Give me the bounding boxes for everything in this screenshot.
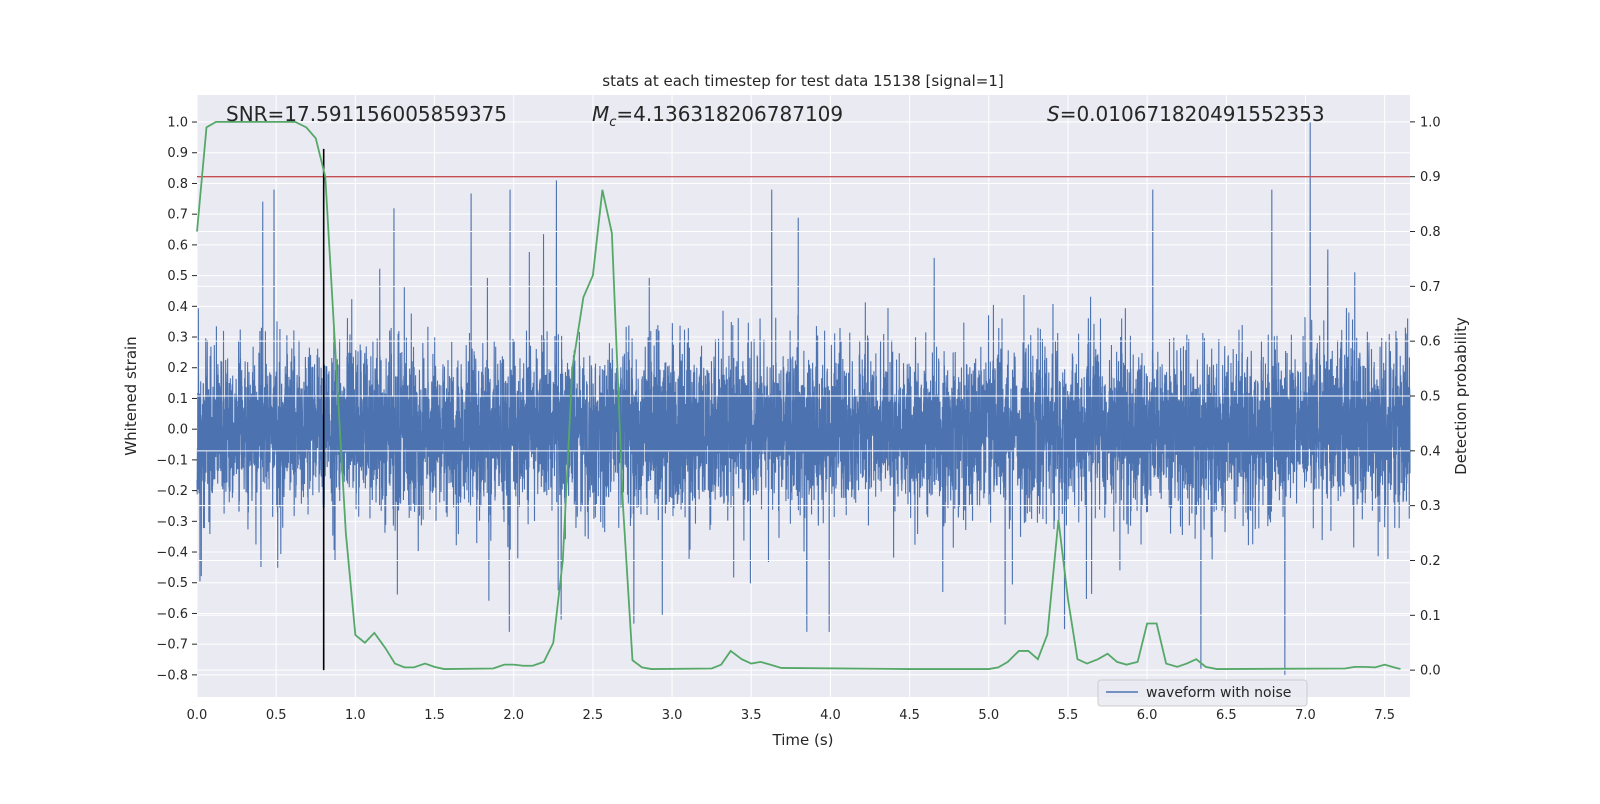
- y-left-tick-label: 0.9: [167, 146, 188, 161]
- waveform-series: [196, 122, 1411, 675]
- x-axis-label: Time (s): [772, 731, 834, 749]
- legend: waveform with noise: [1097, 679, 1308, 707]
- y-left-tick-label: −0.8: [156, 668, 188, 683]
- y-left-tick-label: −0.6: [156, 607, 188, 622]
- y-right-axis-label: Detection probability: [1452, 317, 1470, 475]
- mc-symbol: M: [592, 102, 609, 126]
- y-right-ticks: 1.0 0.9 0.8 0.7 0.6 0.5 0.4 0.3 0.2 0.1 0.0: [1410, 115, 1441, 679]
- x-ticks: 0.0 0.5 1.0 1.5 2.0 2.5 3.0 3.5 4.0 4.5 5.0 5.5 6.0 6…: [187, 708, 1395, 723]
- y-right-tick-label: 0.4: [1420, 444, 1441, 459]
- y-left-tick-label: 0.6: [167, 238, 188, 253]
- x-tick-label: 6.0: [1137, 708, 1158, 723]
- y-left-tick-label: 0.5: [167, 269, 188, 284]
- y-right-tick-label: 0.8: [1420, 225, 1441, 240]
- y-left-tick-label: 0.7: [167, 208, 188, 223]
- y-right-tick-label: 0.2: [1420, 554, 1441, 569]
- x-tick-label: 2.5: [583, 708, 604, 723]
- x-tick-label: 6.5: [1216, 708, 1237, 723]
- legend-box: [1097, 679, 1308, 707]
- x-tick-label: 0.5: [266, 708, 287, 723]
- y-left-ticks: 1.0 0.9 0.8 0.7 0.6 0.5 0.4 0.3 0.2 0.1 0.0 −0.1 −0.…: [156, 116, 197, 683]
- y-left-tick-label: −0.4: [156, 546, 188, 561]
- probability-line: [196, 120, 1401, 670]
- x-tick-label: 1.0: [345, 708, 366, 723]
- y-right-tick-label: 0.1: [1420, 609, 1441, 624]
- x-tick-label: 4.5: [899, 708, 920, 723]
- y-left-tick-label: 0.1: [167, 392, 188, 407]
- chart-title: stats at each timestep for test data 151…: [602, 72, 1003, 90]
- y-right-tick-label: 0.9: [1420, 170, 1441, 185]
- y-left-tick-label: −0.5: [156, 576, 188, 591]
- y-left-axis-label: Whitened strain: [122, 336, 140, 455]
- x-tick-label: 3.0: [662, 708, 683, 723]
- probability-series: [196, 120, 1401, 670]
- y-right-tick-label: 0.3: [1420, 499, 1441, 514]
- x-tick-label: 0.0: [187, 708, 208, 723]
- y-left-tick-label: 0.2: [167, 361, 188, 376]
- y-left-tick-label: 0.8: [167, 177, 188, 192]
- y-left-tick-label: −0.2: [156, 484, 188, 499]
- y-left-tick-label: −0.7: [156, 638, 188, 653]
- mc-subscript: c: [609, 115, 616, 130]
- y-left-tick-label: 0.4: [167, 300, 188, 315]
- y-left-tick-label: 0.3: [167, 331, 188, 346]
- x-tick-label: 1.5: [424, 708, 445, 723]
- y-right-tick-label: 0.0: [1420, 664, 1441, 679]
- x-tick-label: 3.5: [741, 708, 762, 723]
- x-tick-label: 5.5: [1058, 708, 1079, 723]
- s-value: =0.010671820491552353: [1060, 102, 1325, 126]
- x-tick-label: 7.5: [1374, 708, 1395, 723]
- y-right-tick-label: 0.5: [1420, 390, 1441, 405]
- waveform-line: [196, 122, 1411, 675]
- x-tick-label: 4.0: [820, 708, 841, 723]
- x-tick-label: 5.0: [978, 708, 999, 723]
- legend-label-waveform: waveform with noise: [1146, 685, 1291, 701]
- y-left-tick-label: −0.3: [156, 515, 188, 530]
- y-right-tick-label: 1.0: [1420, 115, 1441, 130]
- y-left-tick-label: 0.0: [167, 423, 188, 438]
- mc-value: =4.136318206787109: [616, 102, 843, 126]
- y-right-tick-label: 0.6: [1420, 335, 1441, 350]
- y-left-tick-label: 1.0: [167, 116, 188, 131]
- snr-annotation: SNR=17.591156005859375: [226, 102, 507, 126]
- chirp-mass-annotation: Mc=4.136318206787109: [592, 102, 843, 130]
- x-tick-label: 2.0: [503, 708, 524, 723]
- y-left-tick-label: −0.1: [156, 453, 188, 468]
- s-annotation: S=0.010671820491552353: [1047, 102, 1325, 126]
- x-tick-label: 7.0: [1295, 708, 1316, 723]
- s-symbol: S: [1047, 102, 1060, 126]
- y-right-tick-label: 0.7: [1420, 280, 1441, 295]
